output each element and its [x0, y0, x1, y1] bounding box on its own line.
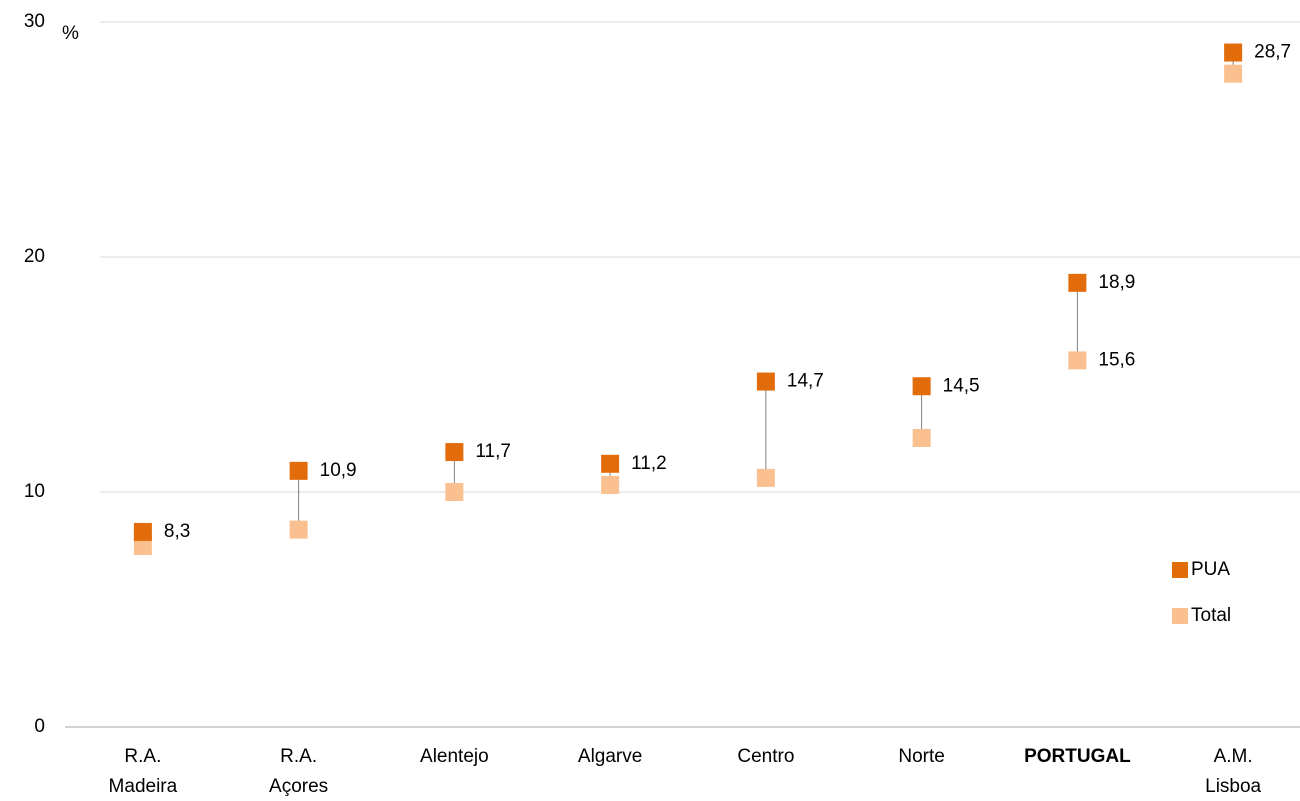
data-label: 14,7	[787, 371, 824, 392]
legend-label: PUA	[1191, 559, 1230, 580]
y-tick-label: 0	[34, 716, 45, 737]
data-label: 8,3	[164, 521, 190, 542]
y-tick-label: 30	[24, 11, 45, 32]
y-unit: %	[62, 23, 79, 44]
y-tick-label: 10	[24, 481, 45, 502]
x-tick-label: R.A. Açores	[269, 746, 328, 797]
data-label: 11,7	[475, 441, 511, 462]
data-label: 28,7	[1254, 42, 1291, 63]
marker	[601, 475, 620, 494]
marker	[289, 461, 308, 480]
x-tick-label: R.A. Madeira	[109, 746, 178, 797]
marker	[1068, 273, 1087, 292]
marker	[912, 377, 931, 396]
marker	[1068, 351, 1087, 370]
y-tick-label: 20	[24, 246, 45, 267]
marker	[1224, 64, 1243, 83]
x-tick-label: Alentejo	[420, 746, 489, 767]
legend-swatch	[1172, 562, 1188, 578]
data-label: 15,6	[1098, 349, 1135, 370]
data-label: 18,9	[1098, 272, 1135, 293]
marker	[756, 372, 775, 391]
x-tick-label: Algarve	[578, 746, 642, 767]
marker	[133, 522, 152, 541]
marker	[133, 537, 152, 556]
x-tick-label: A.M. Lisboa	[1205, 746, 1261, 797]
marker	[601, 454, 620, 473]
marker	[912, 428, 931, 447]
marker	[445, 483, 464, 501]
x-tick-label: PORTUGAL	[1024, 746, 1131, 767]
data-label: 10,9	[320, 460, 357, 481]
marker	[289, 520, 308, 539]
marker	[1224, 43, 1243, 62]
marker	[756, 468, 775, 487]
legend-swatch	[1172, 608, 1188, 624]
x-tick-label: Centro	[737, 746, 794, 767]
legend-label: Total	[1191, 605, 1231, 626]
data-label: 14,5	[943, 375, 980, 396]
marker	[445, 443, 464, 462]
data-label: 11,2	[631, 453, 667, 474]
x-tick-label: Norte	[898, 746, 944, 767]
